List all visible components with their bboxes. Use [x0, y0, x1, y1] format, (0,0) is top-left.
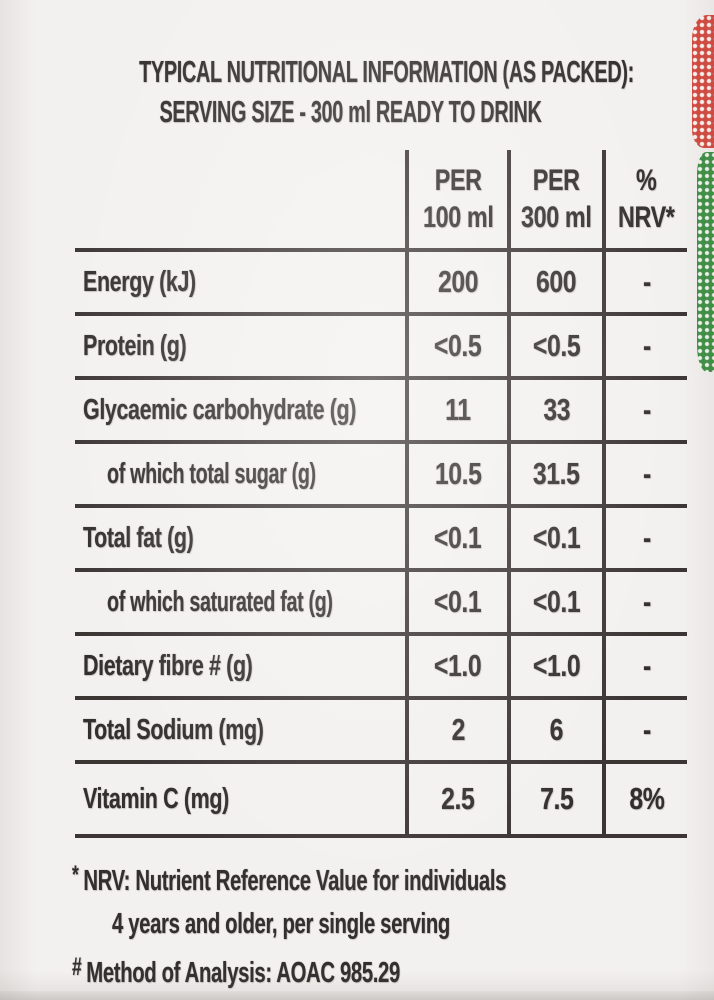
value-per-300ml: 33	[507, 378, 604, 444]
photo-bottom-edge	[0, 991, 714, 1000]
table-row-total-sugar: of which total sugar (g) 10.5 31.5 -	[75, 442, 687, 508]
header-percent-nrv: % NRV*	[602, 150, 687, 252]
table-row-energy: Energy (kJ) 200 600 -	[75, 250, 687, 316]
header-nutrient-blank	[75, 150, 407, 252]
header-per-100ml: PER 100 ml	[405, 150, 509, 252]
asterisk-marker: *	[72, 861, 79, 889]
footnotes: * NRV: Nutrient Reference Value for indiv…	[72, 854, 692, 995]
value-per-300ml: <0.5	[507, 314, 604, 380]
nutrition-table: PER 100 ml PER 300 ml % NRV* Energy (kJ) 20…	[75, 150, 687, 838]
table-row-glycaemic-carbohydrate: Glycaemic carbohydrate (g) 11 33 -	[75, 378, 687, 444]
value-per-300ml: <1.0	[507, 634, 604, 700]
value-per-300ml: 6	[507, 698, 604, 764]
value-nrv: -	[602, 698, 687, 764]
value-per-300ml: 600	[507, 250, 604, 316]
footnote-nrv-line-2: 4 years and older, per single serving	[112, 908, 450, 940]
leaf-halftone-artwork	[697, 152, 714, 372]
row-label: of which total sugar (g)	[75, 442, 407, 508]
title-line-2: SERVING SIZE - 300 ml READY TO DRINK	[158, 94, 542, 129]
footnote-nrv-line-1: * NRV: Nutrient Reference Value for indiv…	[72, 854, 692, 903]
hash-marker: #	[72, 953, 82, 981]
row-label: Vitamin C (mg)	[75, 762, 407, 838]
value-nrv: -	[602, 506, 687, 572]
row-label: Total Sodium (mg)	[75, 698, 407, 764]
label-title: TYPICAL NUTRITIONAL INFORMATION (AS PACK…	[0, 52, 700, 132]
value-per-300ml: <0.1	[507, 570, 604, 636]
value-nrv: -	[602, 314, 687, 380]
value-per-100ml: 10.5	[405, 442, 509, 508]
row-label: Energy (kJ)	[75, 250, 407, 316]
value-per-100ml: 200	[405, 250, 509, 316]
value-nrv: -	[602, 634, 687, 700]
table-row-total-sodium: Total Sodium (mg) 2 6 -	[75, 698, 687, 764]
table-header-row: PER 100 ml PER 300 ml % NRV*	[75, 150, 687, 252]
header-per-300ml: PER 300 ml	[507, 150, 604, 252]
table-row-saturated-fat: of which saturated fat (g) <0.1 <0.1 -	[75, 570, 687, 636]
value-per-100ml: <0.1	[405, 570, 509, 636]
value-per-100ml: <0.1	[405, 506, 509, 572]
row-label: Dietary fibre # (g)	[75, 634, 407, 700]
row-label: Protein (g)	[75, 314, 407, 380]
table-row-protein: Protein (g) <0.5 <0.5 -	[75, 314, 687, 380]
value-per-300ml: <0.1	[507, 506, 604, 572]
table-row-vitamin-c: Vitamin C (mg) 2.5 7.5 8%	[75, 762, 687, 838]
strawberry-halftone-artwork	[692, 15, 714, 148]
value-per-300ml: 31.5	[507, 442, 604, 508]
value-per-100ml: <0.5	[405, 314, 509, 380]
value-nrv: -	[602, 442, 687, 508]
value-per-100ml: <1.0	[405, 634, 509, 700]
value-nrv: 8%	[602, 762, 687, 838]
value-per-100ml: 2	[405, 698, 509, 764]
row-label: of which saturated fat (g)	[75, 570, 407, 636]
value-nrv: -	[602, 250, 687, 316]
table-row-dietary-fibre: Dietary fibre # (g) <1.0 <1.0 -	[75, 634, 687, 700]
value-per-100ml: 2.5	[405, 762, 509, 838]
row-label: Total fat (g)	[75, 506, 407, 572]
value-nrv: -	[602, 570, 687, 636]
value-per-300ml: 7.5	[507, 762, 604, 838]
footnote-analysis: # Method of Analysis: AOAC 985.29	[72, 946, 692, 995]
table-row-total-fat: Total fat (g) <0.1 <0.1 -	[75, 506, 687, 572]
row-label: Glycaemic carbohydrate (g)	[75, 378, 407, 444]
value-per-100ml: 11	[405, 378, 509, 444]
title-line-1: TYPICAL NUTRITIONAL INFORMATION (AS PACK…	[139, 54, 634, 89]
value-nrv: -	[602, 378, 687, 444]
